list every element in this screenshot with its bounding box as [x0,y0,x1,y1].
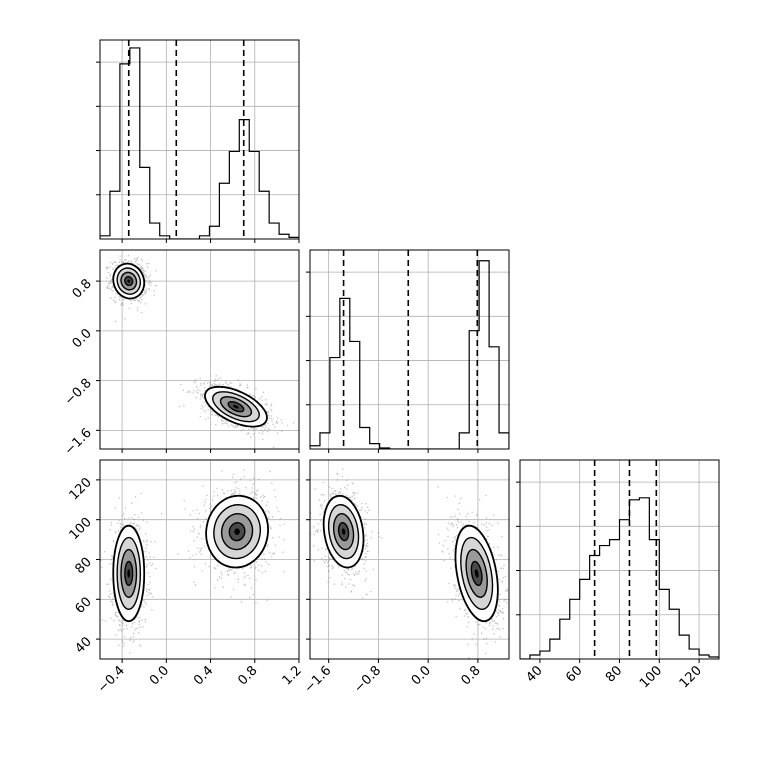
density-contour [127,569,131,578]
density-contour [234,528,240,535]
density-contour [127,279,131,283]
axes-frame [99,39,300,240]
y-tick-label: −0.8 [62,376,95,409]
axes-frame [309,249,510,450]
y-tick-label: 40 [73,634,95,656]
scatter-panel-2-1 [306,459,510,663]
x-tick-label: −1.6 [302,663,335,696]
hist-panel-0 [96,39,300,243]
axes-frame [99,249,300,450]
x-tick-label: 100 [637,663,665,691]
x-tick-label: 0.8 [235,663,260,688]
x-tick-label: −0.4 [95,663,128,696]
histogram-bars [520,497,719,659]
hist-panel-1 [306,249,510,453]
x-tick-label: 80 [603,663,625,685]
y-tick-label: 60 [73,595,95,617]
density-contour [341,528,346,535]
histogram-bars [310,260,509,449]
scatter-panel-2-0 [96,459,300,663]
panel-content [100,460,299,659]
hist-panel-2 [516,459,720,663]
x-tick-label: 60 [563,663,585,685]
scatter-panel-1-0 [96,249,300,453]
x-tick-label: 0.0 [409,663,434,688]
y-tick-label: 100 [67,515,95,543]
y-tick-label: 120 [67,475,95,503]
x-tick-label: 120 [677,663,705,691]
x-tick-label: −0.8 [351,663,384,696]
y-tick-label: 0.0 [70,326,95,351]
histogram-bars [100,47,299,239]
panel-content [100,250,299,449]
density-contour [233,404,239,409]
x-tick-label: 0.4 [191,663,216,688]
density-contour [474,569,479,578]
y-tick-label: 80 [73,555,95,577]
y-tick-label: −1.6 [62,426,95,459]
x-tick-label: 0.0 [147,663,172,688]
y-tick-label: 0.8 [70,276,95,301]
x-tick-label: 0.8 [458,663,483,688]
x-tick-label: 40 [523,663,545,685]
panel-content [310,460,509,659]
